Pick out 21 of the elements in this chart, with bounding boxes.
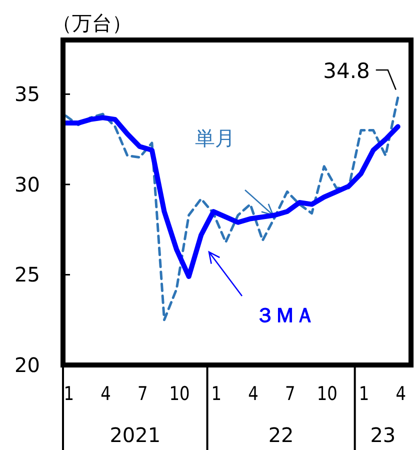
y-axis-title: （万台） [52, 11, 132, 35]
x-tick-label: 10 [316, 384, 338, 406]
x-tick-label: 1 [64, 384, 74, 406]
x-tick-label: 4 [396, 384, 406, 406]
y-tick-label: 20 [14, 353, 40, 377]
text: 22 [268, 423, 294, 447]
text: ３ＭＡ [255, 303, 315, 327]
y-tick-label: 35 [14, 82, 40, 106]
annotation: 34.8 [323, 59, 370, 83]
y-tick-label: 25 [14, 262, 40, 287]
x-tick-label: 4 [100, 384, 111, 406]
x-tick-label: 10 [169, 384, 190, 406]
x-tick-label: 1 [211, 384, 222, 406]
x-tick-label: 7 [138, 384, 148, 406]
x-tick-label: 7 [285, 384, 296, 406]
text: 単月 [195, 126, 235, 150]
y-tick-label: 30 [14, 172, 40, 196]
text: 23 [370, 423, 396, 447]
text: 2021 [110, 423, 161, 447]
x-tick-label: 4 [248, 384, 258, 406]
x-tick-label: 1 [358, 384, 370, 406]
